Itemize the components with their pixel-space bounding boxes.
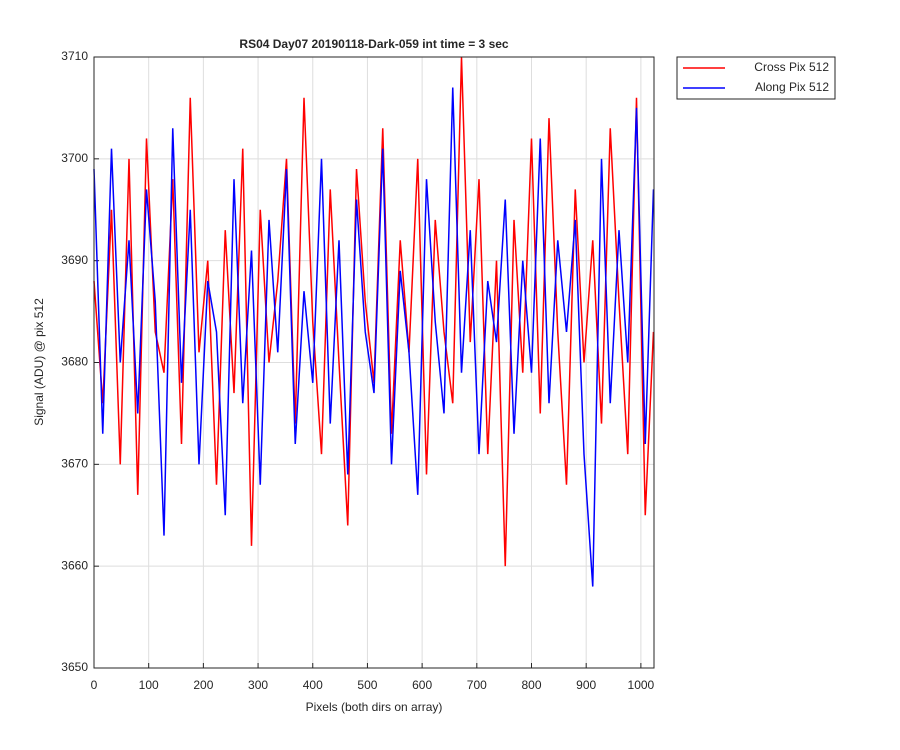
y-tick-label: 3710: [61, 49, 88, 63]
x-axis-label: Pixels (both dirs on array): [306, 700, 443, 714]
x-tick-label: 0: [91, 678, 98, 692]
x-tick-label: 100: [139, 678, 159, 692]
legend-box: [676, 56, 836, 100]
x-tick-label: 300: [248, 678, 268, 692]
chart-title: RS04 Day07 20190118-Dark-059 int time = …: [239, 37, 509, 51]
legend-label: Cross Pix 512: [754, 60, 829, 74]
y-tick-label: 3670: [61, 457, 88, 471]
x-tick-label: 200: [193, 678, 213, 692]
x-tick-label: 400: [303, 678, 323, 692]
y-axis-label: Signal (ADU) @ pix 512: [32, 298, 46, 426]
x-tick-label: 1000: [628, 678, 655, 692]
legend-label: Along Pix 512: [755, 80, 829, 94]
y-tick-label: 3650: [61, 660, 88, 674]
series-line: [93, 87, 655, 587]
y-tick-label: 3700: [61, 151, 88, 165]
x-tick-label: 700: [467, 678, 487, 692]
x-tick-label: 600: [412, 678, 432, 692]
x-tick-label: 800: [521, 678, 541, 692]
x-tick-label: 900: [576, 678, 596, 692]
y-tick-label: 3690: [61, 253, 88, 267]
y-tick-label: 3660: [61, 558, 88, 572]
plot-frame: [93, 56, 655, 669]
x-tick-label: 500: [357, 678, 377, 692]
y-tick-label: 3680: [61, 355, 88, 369]
